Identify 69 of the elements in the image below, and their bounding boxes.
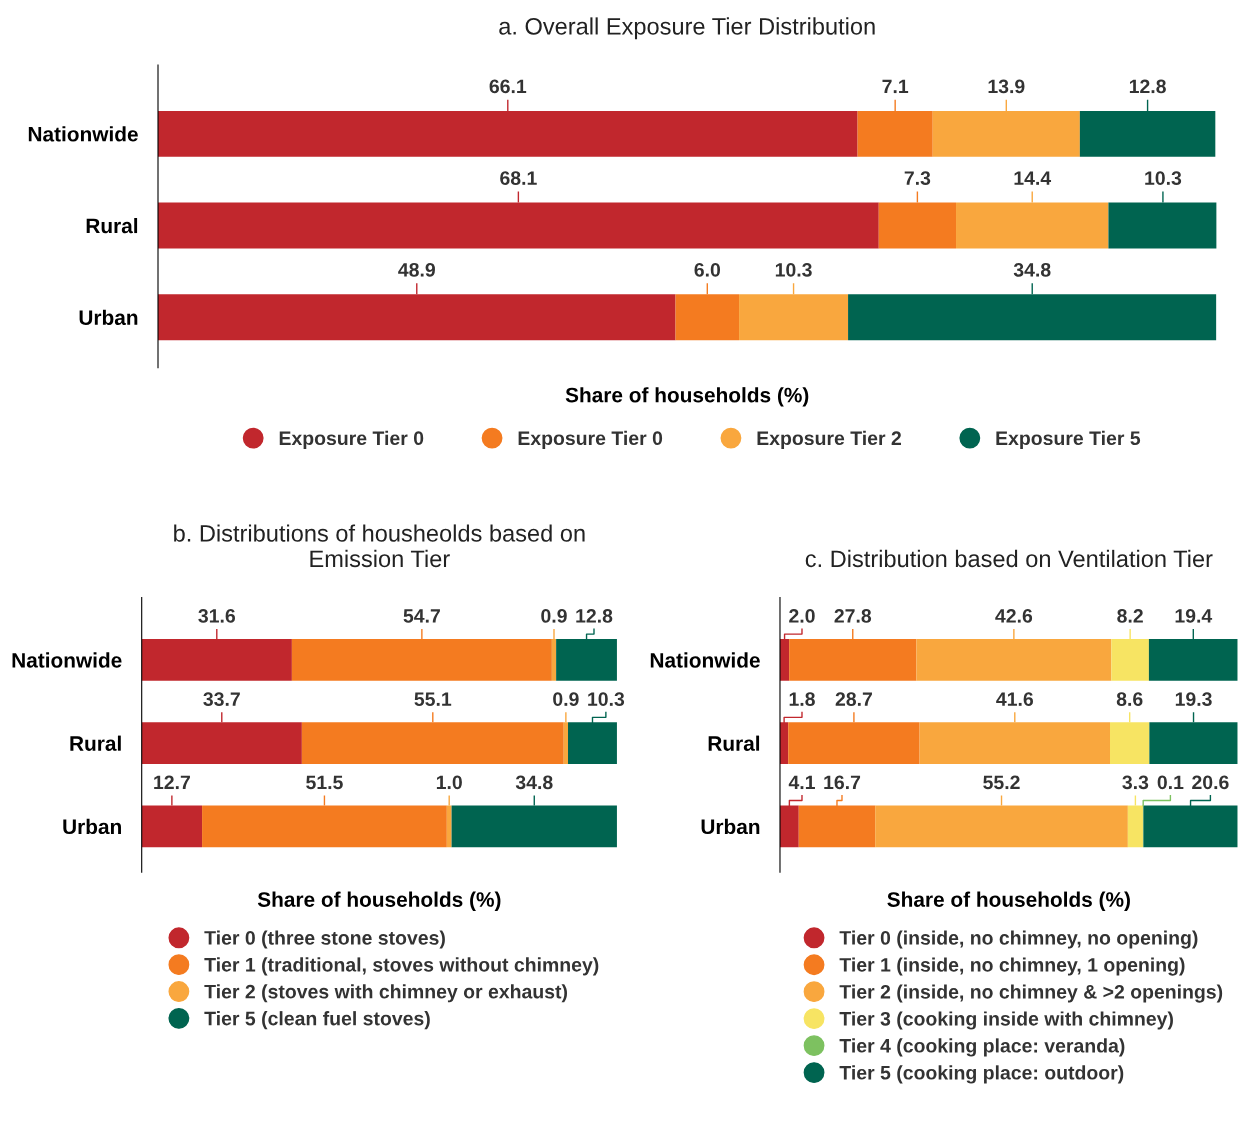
data-label: 42.6 <box>995 609 1033 623</box>
legend-label: Tier 0 (three stone stoves) <box>204 930 445 949</box>
legend-label: Tier 1 (traditional, stoves without chimney) <box>204 957 599 976</box>
data-label: 4.1 <box>788 775 815 790</box>
data-label: 33.7 <box>203 692 240 707</box>
data-label: 27.8 <box>834 609 872 623</box>
y-tick-label: Rural <box>708 735 760 751</box>
legend-label: Exposure Tier 0 <box>518 430 663 449</box>
y-tick-label: Nationwide <box>12 652 122 668</box>
legend-label: Exposure Tier 0 <box>279 430 424 449</box>
data-label: 19.4 <box>1175 609 1213 623</box>
data-label: 0.9 <box>553 692 579 706</box>
x-axis-title: Share of households (%) <box>565 387 809 407</box>
data-label: 28.7 <box>835 692 872 706</box>
y-tick-label: Urban <box>63 818 121 835</box>
data-label: 0.9 <box>541 609 567 623</box>
data-label: 13.9 <box>988 79 1025 94</box>
data-label: 8.2 <box>1117 609 1143 623</box>
data-label: 41.6 <box>996 692 1034 706</box>
data-label: 2.0 <box>789 609 815 623</box>
data-label: 1.0 <box>436 775 462 790</box>
y-tick-label: Urban <box>79 309 138 325</box>
x-axis-title: Share of households (%) <box>257 891 501 911</box>
data-label: 16.7 <box>824 775 861 790</box>
data-label: 68.1 <box>500 171 537 185</box>
data-label: 3.3 <box>1122 775 1149 790</box>
data-label: 34.8 <box>515 775 553 790</box>
legend-label: Tier 5 (clean fuel stoves) <box>204 1011 430 1030</box>
chart-title: a. Overall Exposure Tier Distribution <box>499 17 875 40</box>
y-tick-label: Urban <box>701 818 760 835</box>
legend-label: Exposure Tier 2 <box>757 430 901 449</box>
data-label: 12.8 <box>1129 79 1166 94</box>
data-label: 7.3 <box>904 171 931 186</box>
y-tick-label: Rural <box>86 217 138 234</box>
legend-label: Tier 5 (cooking place: outdoor) <box>839 1065 1124 1084</box>
data-label: 31.6 <box>198 609 236 623</box>
legend-label: Tier 0 (inside, no chimney, no opening) <box>839 930 1198 949</box>
legend-label: Exposure Tier 5 <box>996 430 1141 449</box>
data-label: 1.8 <box>789 692 815 706</box>
data-label: 51.5 <box>306 775 343 790</box>
data-label: 0.1 <box>1157 775 1184 790</box>
data-label: 55.2 <box>983 775 1020 790</box>
legend-label: Tier 2 (stoves with chimney or exhaust) <box>204 984 568 1003</box>
legend-label: Tier 1 (inside, no chimney, 1 opening) <box>839 957 1185 976</box>
data-label: 12.7 <box>154 775 190 790</box>
data-label: 10.3 <box>588 692 625 707</box>
data-label: 12.8 <box>576 609 613 623</box>
data-label: 6.0 <box>694 262 721 277</box>
y-tick-label: Nationwide <box>28 126 138 142</box>
chart-title: c. Distribution based on Ventilation Tier <box>805 549 1213 568</box>
data-label: 10.3 <box>775 262 812 277</box>
legend-label: Tier 4 (cooking place: veranda) <box>839 1038 1125 1057</box>
chart-title: b. Distributions of housheolds based on Emission Tier <box>174 524 585 568</box>
data-label: 54.7 <box>403 609 440 623</box>
y-tick-label: Rural <box>70 735 121 751</box>
y-tick-label: Nationwide <box>650 652 760 668</box>
x-axis-title: Share of households (%) <box>887 891 1130 911</box>
data-label: 20.6 <box>1192 775 1229 790</box>
data-label: 8.6 <box>1116 692 1143 706</box>
legend-label: Tier 3 (cooking inside with chimney) <box>839 1011 1173 1030</box>
data-label: 34.8 <box>1013 262 1051 277</box>
data-label: 55.1 <box>414 692 452 706</box>
data-label: 19.3 <box>1175 692 1212 707</box>
data-label: 10.3 <box>1145 171 1182 186</box>
data-label: 14.4 <box>1014 171 1052 185</box>
data-label: 7.1 <box>882 79 909 94</box>
data-label: 66.1 <box>489 79 527 94</box>
data-label: 48.9 <box>398 262 435 277</box>
legend-label: Tier 2 (inside, no chimney & >2 openings) <box>839 984 1223 1003</box>
